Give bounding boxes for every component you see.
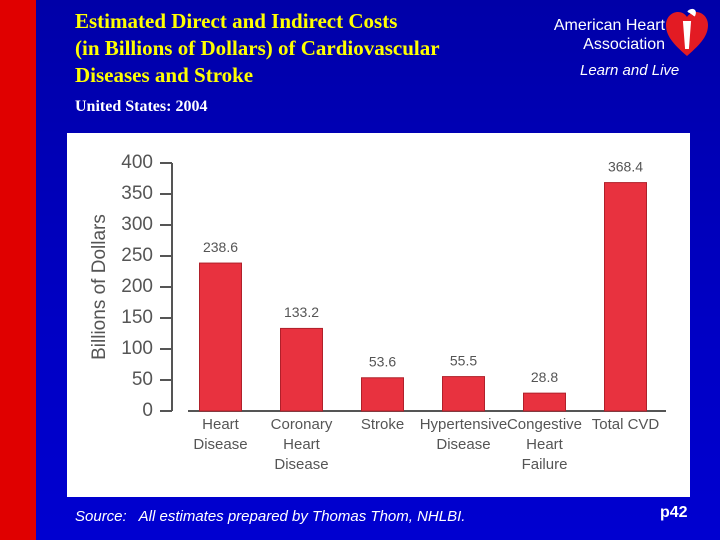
heart-logo [666,8,708,56]
y-tick-label: 250 [121,245,153,266]
x-tick-label: Hypertensive Disease [419,416,508,453]
logo-name: American Heart Association [553,17,665,53]
bar [199,262,242,412]
x-tick-label: Coronary Heart Disease [270,416,333,473]
slide-subtitle: United States: 2004 [75,98,208,115]
y-tick-label: 300 [121,214,153,235]
y-axis-label: Billions of Dollars [89,214,110,360]
bar [280,327,323,412]
y-tick-label: 100 [121,338,153,359]
value-label: 53.6 [369,353,396,369]
y-tick-label: 350 [121,183,153,204]
x-tick-label: Stroke [360,416,405,433]
x-tick-label: Total CVD [591,416,660,433]
bar [442,376,485,412]
logo-tagline: Learn and Live [580,62,680,79]
value-label: 368.4 [608,158,643,174]
page-number: p42 [660,504,688,521]
x-tick-label: Congestive Heart Failure [506,416,583,473]
y-tick-label: 50 [132,369,153,390]
y-tick-label: 400 [121,152,153,173]
y-tick-label: 150 [121,307,153,328]
bar [604,182,647,412]
slide-title: Estimated Direct and Indirect Costs (in … [75,9,440,87]
value-label: 133.2 [284,304,319,320]
bar [523,392,566,412]
x-tick-label: Heart Disease [193,416,248,453]
bar [361,377,404,412]
y-tick-label: 0 [142,400,153,421]
y-tick-label: 200 [121,276,153,297]
source-note: Source: All estimates prepared by Thomas… [75,508,466,525]
value-label: 238.6 [203,239,238,255]
red-band [0,0,36,540]
value-label: 28.8 [531,369,558,385]
value-label: 55.5 [450,352,477,368]
torch [682,8,696,49]
